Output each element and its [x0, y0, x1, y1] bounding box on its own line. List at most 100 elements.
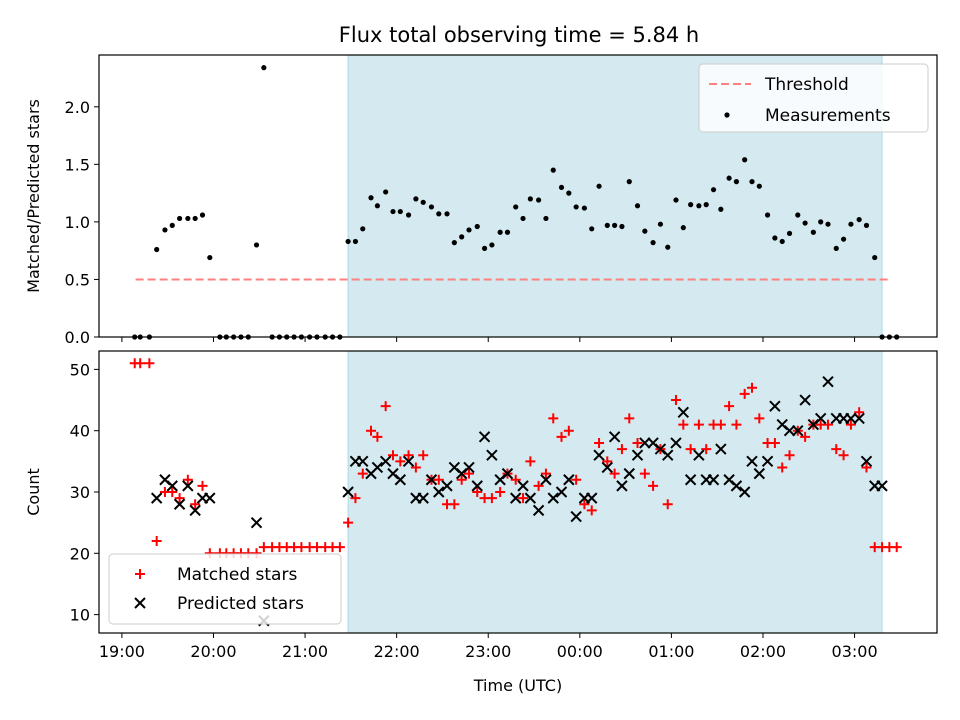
legend-label: Measurements	[765, 106, 891, 126]
predicted-star-point	[563, 474, 575, 486]
matched-star-point	[777, 462, 788, 473]
predicted-star-point	[860, 455, 873, 468]
matched-star-point	[395, 456, 406, 467]
measurement-point	[176, 215, 183, 222]
y-tick-label: 0.0	[65, 328, 90, 347]
measurement-point	[504, 229, 511, 235]
predicted-star-point	[555, 486, 568, 498]
predicted-star-point	[517, 480, 529, 492]
predicted-star-point	[478, 431, 491, 443]
measurement-point	[207, 254, 213, 261]
matched-star-point	[418, 450, 429, 461]
matched-star-point	[739, 388, 750, 399]
predicted-star-point	[693, 449, 705, 461]
measurement-point	[451, 240, 457, 246]
matched-star-point	[486, 493, 497, 504]
matched-star-point	[823, 419, 834, 430]
measurement-point	[795, 212, 801, 218]
measurement-point	[489, 242, 495, 248]
predicted-star-point	[746, 455, 758, 468]
legend-measurement-swatch	[724, 112, 730, 118]
measurement-point	[154, 246, 160, 253]
measurement-point	[688, 202, 694, 208]
matched-star-point	[579, 499, 590, 510]
predicted-star-point	[845, 412, 857, 425]
measurement-point	[642, 228, 648, 234]
measurement-point	[718, 206, 724, 212]
measurement-point	[397, 208, 403, 215]
legend-box	[108, 553, 342, 625]
y-tick-label: 0.5	[65, 270, 90, 289]
measurement-point	[481, 245, 488, 251]
measurement-point	[825, 221, 831, 227]
predicted-star-point	[371, 461, 384, 474]
y-axis-label: Count	[24, 468, 43, 516]
x-tick-label: 20:00	[190, 642, 236, 661]
measurement-point	[634, 203, 641, 209]
measurement-point	[405, 212, 412, 218]
predicted-star-point	[463, 461, 475, 474]
measurement-point	[543, 215, 549, 222]
measurement-point	[673, 197, 679, 203]
measurement-point	[848, 221, 854, 227]
measurement-point	[527, 196, 533, 202]
matched-star-point	[754, 413, 765, 424]
legend-label: Predicted stars	[177, 594, 304, 614]
measurement-point	[459, 234, 465, 240]
measurement-point	[169, 222, 175, 228]
matched-star-point	[548, 413, 559, 424]
legend: Threshold Measurements	[698, 63, 929, 133]
matched-star-point	[456, 474, 467, 485]
predicted-star-point	[379, 455, 392, 468]
predicted-star-point	[822, 375, 834, 388]
count-panel: 10 20 30 40 50 19:00 20:00 21:00 22:00 23:00 00:00…	[24, 350, 938, 695]
measurement-point	[474, 223, 480, 230]
y-tick-label: 30	[70, 483, 90, 502]
x-tick-label: 03:00	[832, 642, 878, 661]
measurement-point	[261, 65, 267, 71]
predicted-star-point	[639, 437, 651, 449]
legend: Matched stars Predicted stars	[108, 553, 342, 625]
matched-star-point	[387, 450, 398, 461]
predicted-star-point	[486, 449, 498, 461]
matched-star-point	[594, 437, 605, 448]
observing-window-span	[348, 351, 883, 633]
matched-star-point	[403, 450, 414, 461]
measurement-point	[856, 216, 862, 223]
predicted-star-point	[471, 480, 483, 492]
matched-star-point	[449, 499, 460, 510]
predicted-star-point	[853, 412, 865, 425]
predicted-star-point	[814, 412, 827, 425]
measurement-point	[742, 157, 748, 163]
matched-star-point	[678, 419, 689, 430]
measurement-point	[352, 238, 359, 245]
predicted-star-point	[876, 480, 888, 492]
predicted-star-point	[616, 480, 628, 492]
matched-star-point	[831, 444, 842, 455]
legend-label: Matched stars	[177, 565, 297, 585]
predicted-star-point	[182, 480, 194, 492]
measurement-point	[604, 222, 610, 228]
measurement-point	[786, 230, 793, 237]
measurement-point	[199, 212, 206, 218]
measurement-point	[626, 179, 632, 185]
measurement-point	[368, 195, 374, 201]
matched-star-point	[350, 493, 361, 504]
measurement-point	[520, 215, 526, 222]
y-tick-label: 10	[70, 606, 90, 625]
measurement-point	[420, 199, 426, 205]
measurement-point	[345, 238, 351, 245]
matched-star-point	[701, 444, 712, 455]
matched-star-point	[800, 431, 811, 442]
measurement-point	[703, 202, 709, 208]
matched-star-point	[693, 419, 704, 430]
predicted-star-point	[730, 480, 743, 492]
axes-frame	[98, 54, 938, 338]
matched-star-point	[343, 517, 354, 528]
measurement-point	[596, 183, 602, 189]
measurement-point	[497, 229, 503, 235]
measurement-point	[253, 242, 260, 248]
matched-star-point	[616, 444, 627, 455]
matched-star-point	[571, 474, 582, 485]
matched-star-point	[648, 480, 659, 491]
